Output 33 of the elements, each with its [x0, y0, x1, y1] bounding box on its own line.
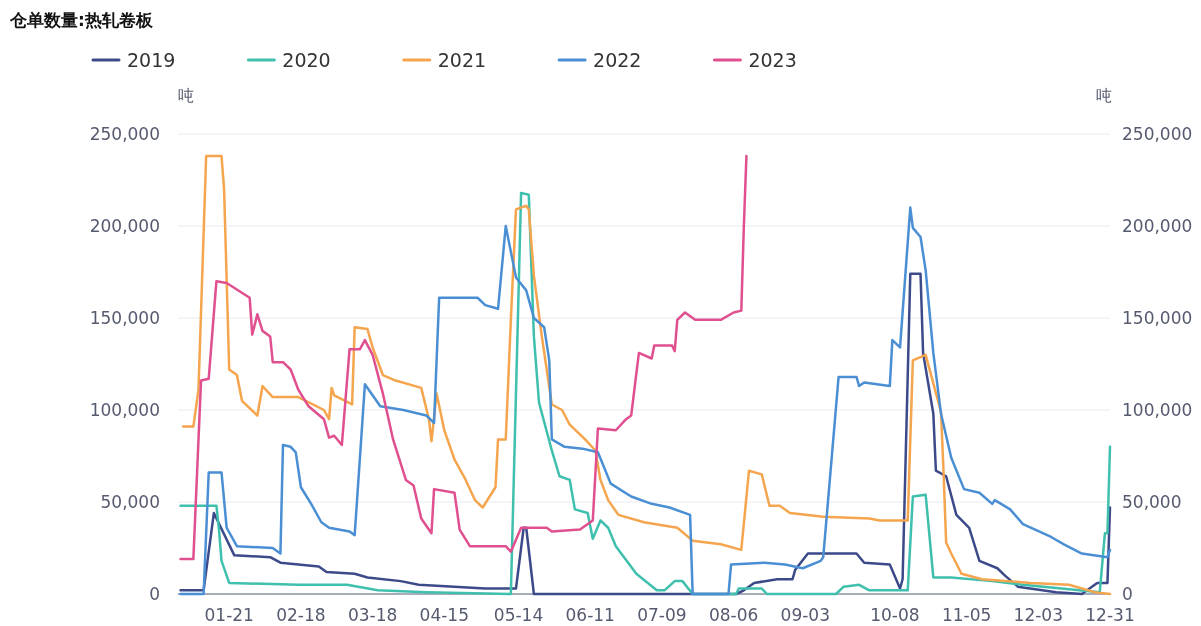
x-tick-label: 11-05: [941, 605, 992, 625]
y-axis-title: 吨: [178, 86, 194, 105]
x-tick-label: 10-08: [870, 605, 920, 625]
legend-label: 2022: [593, 49, 642, 71]
x-tick-label: 01-21: [204, 605, 254, 625]
x-tick-label: 04-15: [419, 605, 469, 625]
y2-tick-label: 0: [1122, 584, 1133, 604]
legend-label: 2019: [127, 49, 176, 71]
legend-label: 2020: [282, 49, 331, 71]
legend-label: 2021: [437, 49, 487, 71]
x-tick-label: 03-18: [347, 605, 398, 625]
y-tick-label: 200,000: [89, 216, 160, 236]
y2-axis-title: 吨: [1096, 86, 1112, 105]
x-tick-label: 05-14: [493, 605, 544, 625]
y-tick-label: 250,000: [89, 124, 160, 144]
y-tick-label: 50,000: [100, 492, 160, 512]
y2-tick-label: 100,000: [1122, 400, 1193, 420]
y-tick-label: 150,000: [89, 308, 160, 328]
chart-title: 仓单数量:热轧卷板: [9, 10, 154, 30]
x-tick-label: 12-03: [1013, 605, 1064, 625]
x-tick-label: 09-03: [780, 605, 831, 625]
y2-tick-label: 50,000: [1122, 492, 1182, 512]
x-tick-label: 02-18: [276, 605, 326, 625]
x-tick-label: 08-06: [708, 605, 759, 625]
y-tick-label: 100,000: [89, 400, 160, 420]
x-tick-label: 07-09: [637, 605, 687, 625]
x-tick-label: 06-11: [565, 605, 615, 625]
y2-tick-label: 250,000: [1122, 124, 1193, 144]
y2-tick-label: 150,000: [1122, 308, 1193, 328]
x-tick-label: 12-31: [1085, 605, 1135, 625]
legend-label: 2023: [748, 49, 797, 71]
y2-tick-label: 200,000: [1122, 216, 1193, 236]
y-tick-label: 0: [149, 584, 160, 604]
